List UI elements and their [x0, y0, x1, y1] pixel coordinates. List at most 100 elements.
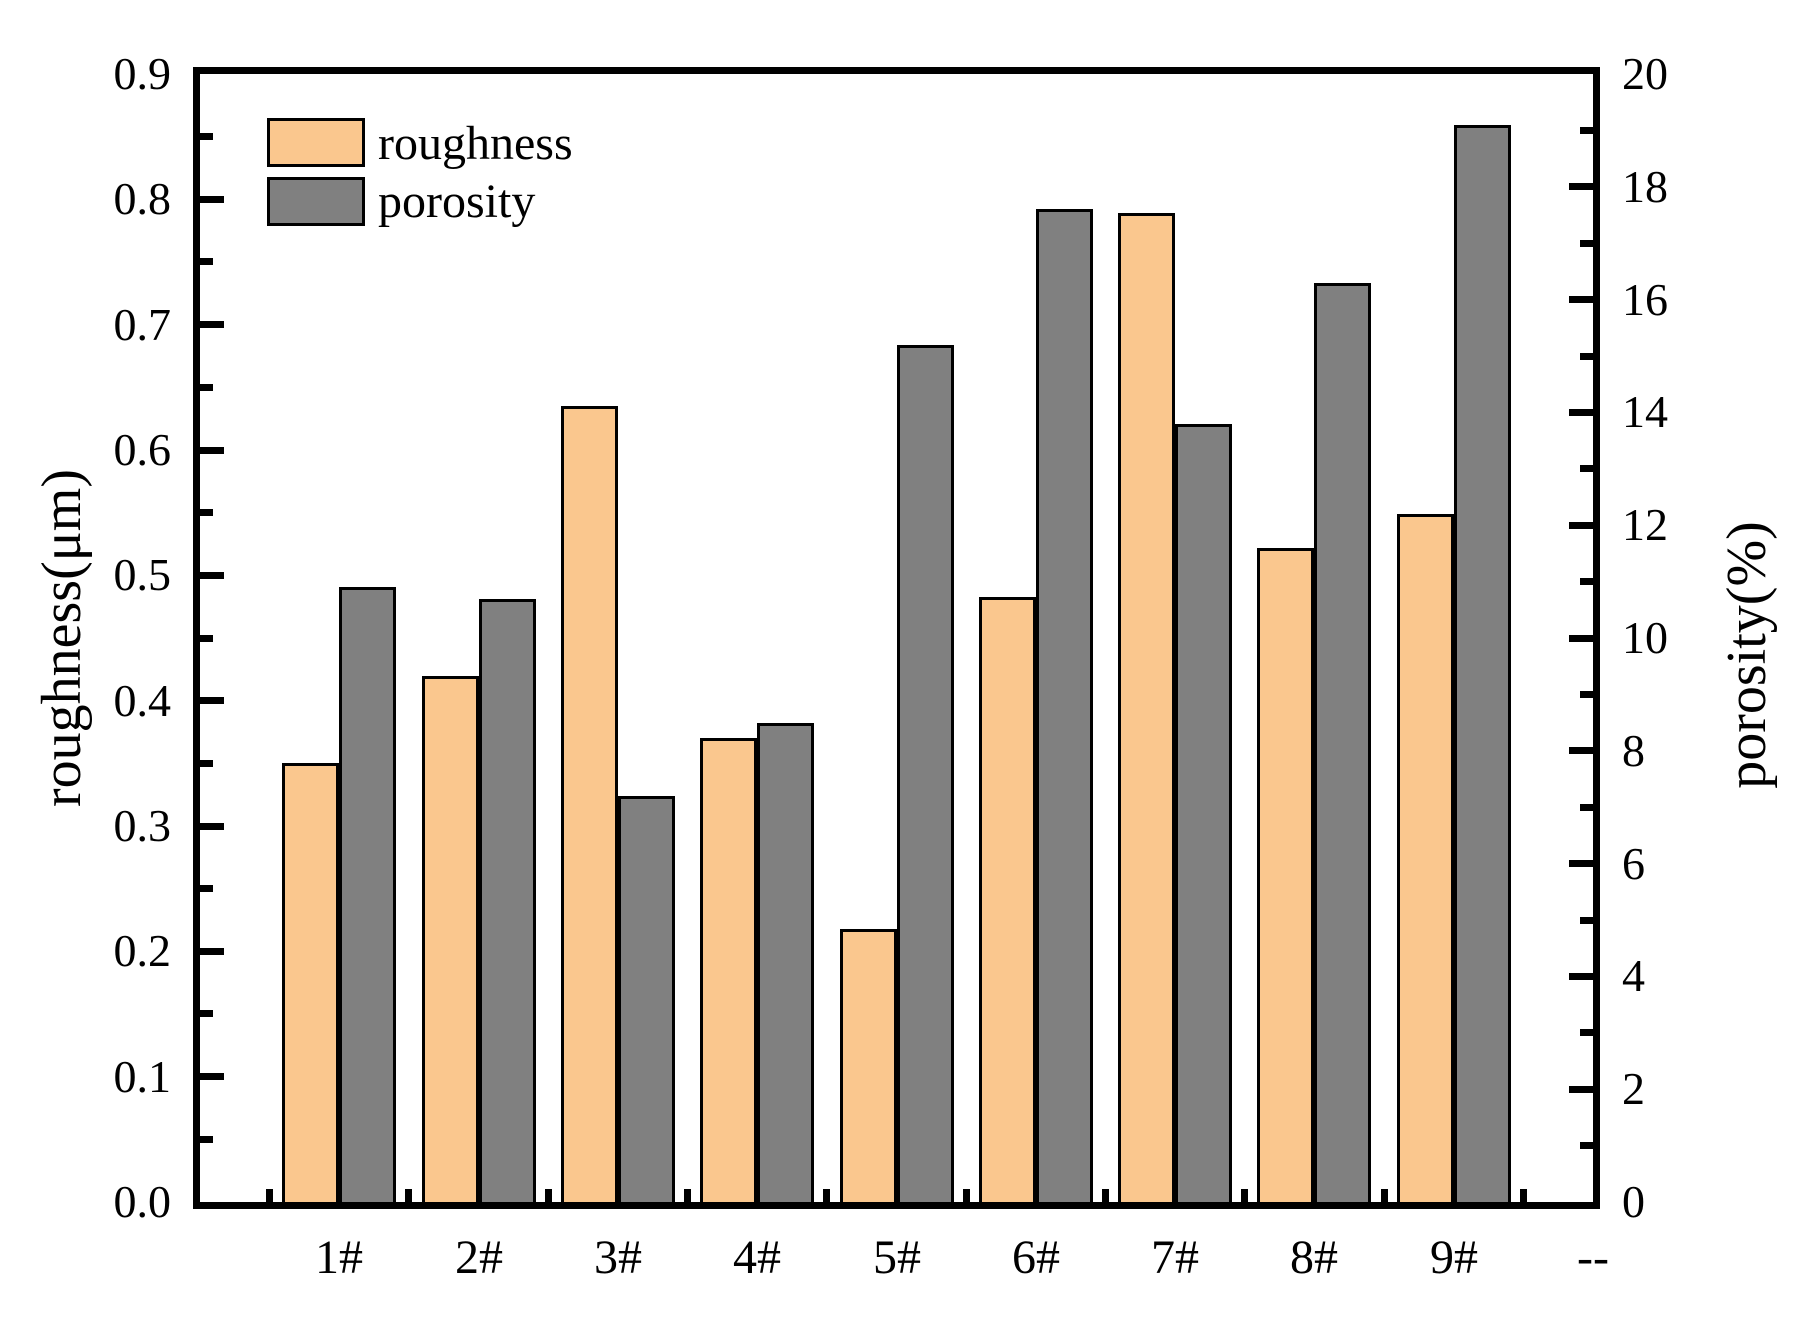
x-axis-category-label-4#: 4# — [733, 1231, 781, 1284]
left-axis-minor-tick — [200, 1010, 213, 1017]
x-axis-category-label-9#: 9# — [1430, 1231, 1478, 1284]
bar-roughness-6# — [978, 597, 1036, 1202]
right-axis-minor-tick — [1580, 691, 1593, 698]
bar-porosity-1# — [339, 587, 397, 1202]
bar-porosity-7# — [1175, 424, 1233, 1202]
legend-swatch-porosity — [267, 177, 365, 226]
bar-roughness-5# — [839, 929, 897, 1202]
right-axis-major-tick — [1569, 747, 1593, 754]
right-axis-major-tick — [1569, 183, 1593, 190]
x-axis-minor-tick — [823, 1189, 830, 1202]
bar-porosity-3# — [617, 796, 675, 1202]
right-axis-major-tick — [1569, 296, 1593, 303]
x-axis-category-label-2#: 2# — [455, 1231, 503, 1284]
right-axis-minor-tick — [1580, 1142, 1593, 1149]
x-axis-category-label-8#: 8# — [1290, 1231, 1338, 1284]
x-axis-minor-tick — [1381, 1189, 1388, 1202]
x-axis-minor-tick — [266, 1189, 273, 1202]
bar-roughness-4# — [700, 738, 758, 1202]
x-axis-category-label-5#: 5# — [873, 1231, 921, 1284]
right-axis-tick-label: 6 — [1622, 838, 1645, 889]
left-axis-major-tick — [200, 196, 224, 203]
left-axis-major-tick — [200, 1073, 224, 1080]
left-axis-minor-tick — [200, 1136, 213, 1143]
left-axis-major-tick — [200, 948, 224, 955]
bar-roughness-8# — [1257, 548, 1315, 1202]
left-axis-tick-label: 0.9 — [113, 48, 172, 99]
right-axis-minor-tick — [1580, 353, 1593, 360]
bar-porosity-2# — [478, 599, 536, 1202]
left-axis-minor-tick — [200, 885, 213, 892]
x-axis-minor-tick — [405, 1189, 412, 1202]
right-axis-tick-label: 18 — [1622, 161, 1668, 212]
right-axis-major-tick — [1569, 522, 1593, 529]
x-axis-minor-tick — [684, 1189, 691, 1202]
right-axis-minor-tick — [1580, 1029, 1593, 1036]
left-axis-title: roughness(μm) — [31, 469, 93, 807]
x-axis-category-label---: -- — [1577, 1231, 1609, 1284]
right-axis-tick-label: 2 — [1622, 1063, 1645, 1114]
bar-porosity-8# — [1314, 283, 1372, 1202]
right-axis-minor-tick — [1580, 127, 1593, 134]
bar-roughness-2# — [421, 676, 479, 1202]
right-axis-major-tick — [1569, 973, 1593, 980]
left-axis-minor-tick — [200, 384, 213, 391]
right-axis-minor-tick — [1580, 465, 1593, 472]
plot-area — [193, 67, 1600, 1209]
x-axis-minor-tick — [963, 1189, 970, 1202]
left-axis-minor-tick — [200, 760, 213, 767]
left-axis-major-tick — [200, 697, 224, 704]
right-axis-tick-label: 12 — [1622, 499, 1668, 550]
x-axis-category-label-3#: 3# — [594, 1231, 642, 1284]
left-axis-tick-label: 0.5 — [113, 549, 172, 600]
left-axis-minor-tick — [200, 635, 213, 642]
x-axis-category-label-1#: 1# — [315, 1231, 363, 1284]
right-axis-tick-label: 4 — [1622, 950, 1645, 1001]
left-axis-tick-label: 0.3 — [113, 800, 172, 851]
right-axis-major-tick — [1569, 409, 1593, 416]
left-axis-minor-tick — [200, 133, 213, 140]
left-axis-minor-tick — [200, 509, 213, 516]
bar-porosity-6# — [1035, 209, 1093, 1202]
right-axis-major-tick — [1569, 1086, 1593, 1093]
left-axis-tick-label: 0.2 — [113, 925, 172, 976]
right-axis-major-tick — [1569, 635, 1593, 642]
x-axis-minor-tick — [1241, 1189, 1248, 1202]
left-axis-tick-label: 0.0 — [113, 1176, 172, 1227]
bar-roughness-1# — [282, 763, 340, 1202]
right-axis-tick-label: 14 — [1622, 386, 1668, 437]
right-axis-minor-tick — [1580, 240, 1593, 247]
right-axis-major-tick — [1569, 860, 1593, 867]
right-axis-tick-label: 16 — [1622, 274, 1668, 325]
right-axis-minor-tick — [1580, 917, 1593, 924]
left-axis-tick-label: 0.8 — [113, 173, 172, 224]
x-axis-minor-tick — [1102, 1189, 1109, 1202]
left-axis-major-tick — [200, 321, 224, 328]
x-axis-category-label-7#: 7# — [1151, 1231, 1199, 1284]
right-axis-tick-label: 20 — [1622, 48, 1668, 99]
bar-roughness-3# — [560, 406, 618, 1202]
left-axis-major-tick — [200, 447, 224, 454]
legend-swatch-roughness — [267, 118, 365, 167]
legend-label-porosity: porosity — [378, 175, 536, 228]
left-axis-major-tick — [200, 572, 224, 579]
x-axis-minor-tick — [1520, 1189, 1527, 1202]
bar-roughness-7# — [1118, 213, 1176, 1202]
left-axis-tick-label: 0.4 — [113, 675, 172, 726]
bar-porosity-4# — [757, 723, 815, 1202]
x-axis-category-label-6#: 6# — [1012, 1231, 1060, 1284]
left-axis-minor-tick — [200, 258, 213, 265]
left-axis-tick-label: 0.6 — [113, 424, 172, 475]
x-axis-minor-tick — [545, 1189, 552, 1202]
bar-porosity-5# — [896, 345, 954, 1202]
legend-label-roughness: roughness — [378, 117, 573, 170]
right-axis-tick-label: 10 — [1622, 612, 1668, 663]
bar-porosity-9# — [1453, 125, 1511, 1202]
plot-inner — [200, 74, 1593, 1202]
right-axis-tick-label: 8 — [1622, 725, 1645, 776]
right-axis-minor-tick — [1580, 804, 1593, 811]
bar-roughness-9# — [1396, 514, 1454, 1202]
left-axis-major-tick — [200, 823, 224, 830]
left-axis-tick-label: 0.7 — [113, 299, 172, 350]
